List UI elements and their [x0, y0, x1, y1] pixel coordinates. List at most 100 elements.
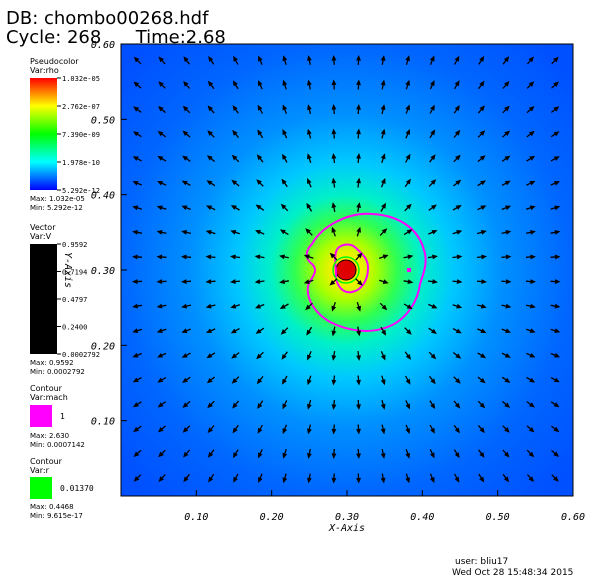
- vector-arrowhead: [481, 279, 487, 284]
- vector-arrowhead: [232, 105, 238, 111]
- mach-contour-fragment: [407, 268, 411, 272]
- vector-arrowhead: [356, 453, 361, 459]
- vector-arrowhead: [454, 129, 461, 136]
- mach-legend-max: Max: 2.630: [30, 432, 70, 440]
- vector-arrowhead: [305, 228, 311, 234]
- vector-arrowhead: [528, 451, 535, 458]
- x-axis-ticks: 0.10 0.20 0.30 0.40 0.50 0.60: [184, 490, 585, 523]
- vector-arrowhead: [282, 153, 287, 160]
- vector-arrowhead: [356, 226, 361, 233]
- vector-arrowhead: [331, 202, 337, 208]
- vector-arrowhead: [405, 104, 410, 111]
- vector-arrowhead: [430, 154, 436, 161]
- vector-arrowhead: [528, 56, 534, 63]
- vector-arrowhead: [455, 179, 462, 186]
- vector-arrowhead: [230, 254, 236, 260]
- vector-arrowhead: [480, 180, 486, 186]
- vector-arrowhead: [132, 254, 138, 260]
- vector-arrowhead: [380, 79, 386, 86]
- vector-arrowhead: [504, 427, 510, 433]
- vector-arrowhead: [207, 402, 213, 409]
- vector-arrowhead: [182, 130, 189, 136]
- vector-arrowhead: [205, 254, 212, 260]
- vector-arrowhead: [432, 254, 438, 260]
- vector-arrowhead: [256, 378, 263, 385]
- vector-arrowhead: [405, 378, 411, 385]
- vector-arrowhead: [380, 55, 386, 61]
- pseudocolor-tick-label: 1.032e-05: [62, 75, 100, 83]
- vector-arrowhead: [307, 55, 312, 61]
- vector-arrowhead: [132, 402, 139, 408]
- vector-arrowhead: [528, 427, 535, 433]
- vector-arrowhead: [504, 451, 510, 458]
- vector-arrowhead: [380, 128, 386, 135]
- mach-swatch: [30, 405, 52, 427]
- x-tick-label: 0.20: [260, 512, 284, 523]
- vector-arrowhead: [331, 177, 337, 184]
- vector-arrowhead: [480, 303, 487, 309]
- vector-arrowhead: [183, 56, 189, 63]
- vector-arrowhead: [553, 476, 559, 482]
- vector-arrowhead: [303, 254, 310, 260]
- vector-tick-label: 0.4797: [62, 296, 87, 304]
- database-title: DB: chombo00268.hdf: [6, 8, 209, 29]
- vector-arrowhead: [257, 403, 263, 409]
- vector-arrowhead: [307, 428, 312, 435]
- vector-arrowhead: [504, 105, 510, 112]
- vector-arrowhead: [307, 477, 312, 484]
- vector-arrowhead: [133, 426, 140, 433]
- vector-arrowhead: [230, 279, 236, 284]
- y-tick-label: 0.20: [91, 341, 115, 352]
- vector-arrowhead: [356, 477, 361, 484]
- vector-arrowhead: [329, 252, 336, 259]
- vector-arrowhead: [455, 328, 462, 334]
- vector-arrowhead: [181, 254, 187, 260]
- vector-arrowhead: [182, 105, 189, 112]
- x-tick-label: 0.30: [335, 512, 359, 523]
- vector-arrowhead: [430, 427, 435, 434]
- vector-arrowhead: [133, 56, 140, 63]
- vector-arrowhead: [529, 328, 536, 333]
- vector-arrowhead: [156, 328, 163, 333]
- vector-arrowhead: [380, 178, 386, 184]
- vector-arrowhead: [182, 155, 188, 161]
- vector-arrowhead: [181, 230, 188, 235]
- vector-arrowhead: [405, 477, 410, 484]
- vector-arrowhead: [479, 55, 485, 62]
- vector-arrowhead: [307, 178, 312, 184]
- pseudocolor-legend-max: Max: 1.032e-05: [30, 195, 85, 203]
- vector-arrowhead: [158, 451, 164, 458]
- vector-arrowhead: [528, 81, 535, 87]
- vector-arrowhead: [282, 452, 288, 459]
- r-legend-min: Min: 9.615e-17: [30, 512, 83, 520]
- vector-arrowhead: [504, 377, 511, 383]
- vector-arrowhead: [183, 476, 189, 483]
- vector-arrowhead: [132, 328, 139, 333]
- vector-arrowhead: [182, 377, 188, 383]
- vector-arrowhead: [256, 353, 262, 360]
- vector-arrowhead: [181, 303, 187, 309]
- cycle-label: Cycle: 268: [6, 27, 102, 48]
- vector-arrowhead: [282, 428, 288, 435]
- y-tick-label: 0.10: [91, 417, 115, 428]
- vector-arrowhead: [157, 155, 164, 161]
- x-tick-label: 0.10: [184, 512, 208, 523]
- vector-arrowhead: [205, 303, 212, 309]
- vector-arrowhead: [331, 128, 337, 135]
- vector-arrowhead: [279, 279, 285, 284]
- vector-arrowhead: [279, 304, 286, 309]
- vector-arrowhead: [456, 230, 463, 235]
- vector-arrowhead: [529, 180, 536, 186]
- vector-arrowhead: [281, 354, 287, 360]
- vector-arrowhead: [207, 130, 213, 136]
- vector-arrowhead: [206, 180, 213, 186]
- vector-arrowhead: [182, 427, 189, 433]
- vector-arrowhead: [207, 427, 213, 434]
- vector-arrowhead: [356, 404, 361, 410]
- vector-arrowhead: [430, 403, 436, 410]
- vector-legend-min: Min: 0.0002792: [30, 368, 85, 376]
- vector-arrowhead: [454, 80, 460, 87]
- vector-tick-label: 0.2400: [62, 324, 87, 332]
- pseudocolor-legend-min: Min: 5.292e-12: [30, 204, 83, 212]
- vector-arrowhead: [405, 403, 410, 410]
